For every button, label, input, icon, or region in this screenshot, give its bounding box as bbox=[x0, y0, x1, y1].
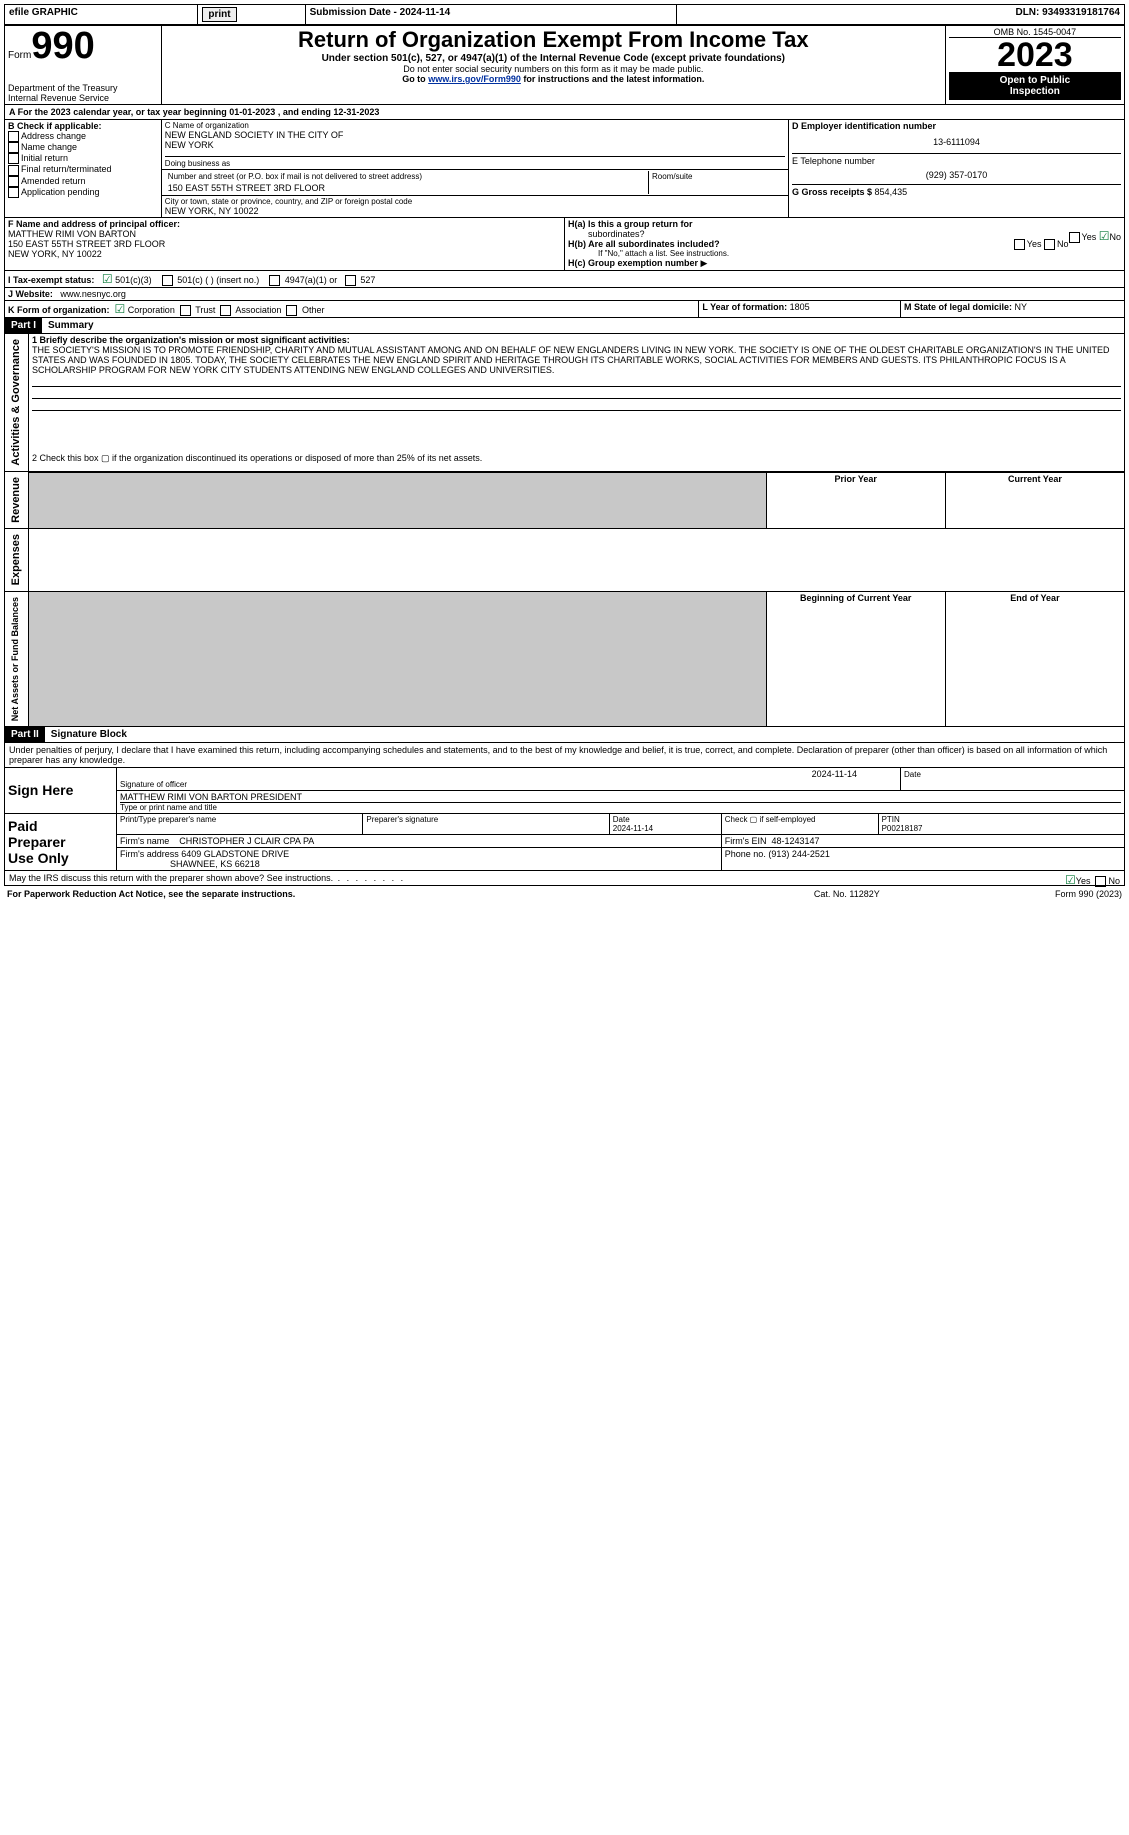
side-revenue: Revenue bbox=[8, 473, 24, 527]
mission-text: THE SOCIETY'S MISSION IS TO PROMOTE FRIE… bbox=[32, 345, 1121, 375]
klm-block: K Form of organization: ☑ Corporation Tr… bbox=[4, 301, 1125, 318]
date-label: Date bbox=[904, 770, 921, 779]
room-label: Room/suite bbox=[649, 171, 785, 182]
hb-line: H(b) Are all subordinates included? Yes … bbox=[568, 239, 1121, 249]
firm-name: CHRISTOPHER J CLAIR CPA PA bbox=[179, 836, 314, 846]
f-label: F Name and address of principal officer: bbox=[8, 219, 561, 229]
ein: 13-6111094 bbox=[792, 131, 1121, 153]
paid-preparer: PaidPreparerUse Only Print/Type preparer… bbox=[4, 814, 1125, 871]
chk-trust[interactable] bbox=[180, 305, 191, 316]
side-expenses: Expenses bbox=[8, 530, 24, 589]
org-name-2: NEW YORK bbox=[165, 140, 785, 150]
chk-other[interactable] bbox=[286, 305, 297, 316]
form-title: Return of Organization Exempt From Incom… bbox=[165, 27, 942, 53]
officer-addr2: NEW YORK, NY 10022 bbox=[8, 249, 561, 259]
line-2: 2 Check this box ▢ if the organization d… bbox=[29, 452, 1125, 472]
year-formed: 1805 bbox=[790, 302, 810, 312]
irs-link[interactable]: www.irs.gov/Form990 bbox=[428, 74, 521, 84]
firm-phone: (913) 244-2521 bbox=[768, 849, 830, 859]
city-label: City or town, state or province, country… bbox=[165, 197, 785, 206]
open-inspection: Open to PublicInspection bbox=[949, 72, 1121, 100]
hb-note: If "No," attach a list. See instructions… bbox=[568, 249, 1121, 258]
firm-ein: 48-1243147 bbox=[772, 836, 820, 846]
street-label: Number and street (or P.O. box if mail i… bbox=[165, 171, 649, 182]
beginning-year-header: Beginning of Current Year bbox=[766, 591, 945, 726]
officer-addr1: 150 EAST 55TH STREET 3RD FLOOR bbox=[8, 239, 561, 249]
chk-corp[interactable]: ☑ bbox=[115, 302, 126, 316]
sign-date-1: 2024-11-14 bbox=[120, 769, 897, 779]
hc-line: H(c) Group exemption number ▶ bbox=[568, 258, 1121, 269]
line-a: A For the 2023 calendar year, or tax yea… bbox=[4, 105, 1125, 120]
print-button[interactable]: print bbox=[198, 5, 305, 25]
form-subtitle-1: Under section 501(c), 527, or 4947(a)(1)… bbox=[165, 53, 942, 64]
sig-officer-label: Signature of officer bbox=[120, 780, 187, 789]
fh-block: F Name and address of principal officer:… bbox=[4, 218, 1125, 271]
type-label: Type or print name and title bbox=[120, 802, 1121, 812]
identity-block: B Check if applicable: Address change Na… bbox=[4, 120, 1125, 218]
b-label: B Check if applicable: bbox=[8, 121, 158, 131]
chk-address[interactable]: Address change bbox=[8, 131, 158, 142]
side-net: Net Assets or Fund Balances bbox=[8, 593, 22, 725]
paid-label: PaidPreparerUse Only bbox=[5, 814, 117, 871]
g-line: G Gross receipts $ 854,435 bbox=[792, 184, 1121, 197]
chk-501c3[interactable]: ☑ bbox=[102, 272, 113, 286]
form-990: 990 bbox=[31, 25, 94, 67]
phone: (929) 357-0170 bbox=[792, 166, 1121, 184]
street: 150 EAST 55TH STREET 3RD FLOOR bbox=[165, 182, 649, 194]
chk-pending[interactable]: Application pending bbox=[8, 187, 158, 198]
mission-label: 1 Briefly describe the organization's mi… bbox=[32, 335, 1121, 345]
dept-treasury: Department of the Treasury bbox=[8, 83, 158, 93]
efile-label: efile GRAPHIC bbox=[5, 5, 198, 25]
chk-name[interactable]: Name change bbox=[8, 142, 158, 153]
footer: For Paperwork Reduction Act Notice, see … bbox=[4, 888, 1125, 900]
officer-sign-name: MATTHEW RIMI VON BARTON PRESIDENT bbox=[120, 792, 1121, 802]
form-word: Form bbox=[8, 50, 31, 61]
dba-label: Doing business as bbox=[165, 156, 785, 168]
side-governance: Activities & Governance bbox=[8, 335, 24, 470]
domicile: NY bbox=[1015, 302, 1028, 312]
website: www.nesnyc.org bbox=[60, 289, 126, 299]
e-label: E Telephone number bbox=[792, 153, 1121, 166]
chk-501c[interactable] bbox=[162, 275, 173, 286]
chk-527[interactable] bbox=[345, 275, 356, 286]
dln: DLN: 93493319181764 bbox=[677, 5, 1125, 25]
discuss-line: May the IRS discuss this return with the… bbox=[4, 871, 1125, 886]
form-subtitle-2: Do not enter social security numbers on … bbox=[165, 64, 942, 74]
part1-header: Part ISummary bbox=[4, 318, 1125, 334]
form-subtitle-3: Go to www.irs.gov/Form990 for instructio… bbox=[165, 74, 942, 84]
header-block: Form990 Department of the Treasury Inter… bbox=[4, 25, 1125, 105]
topbar: efile GRAPHIC print Submission Date - 20… bbox=[4, 4, 1125, 25]
firm-addr1: 6409 GLADSTONE DRIVE bbox=[181, 849, 289, 859]
firm-addr2: SHAWNEE, KS 66218 bbox=[170, 859, 260, 869]
officer-name: MATTHEW RIMI VON BARTON bbox=[8, 229, 561, 239]
sign-block: Sign Here 2024-11-14 Signature of office… bbox=[4, 768, 1125, 814]
chk-assoc[interactable] bbox=[220, 305, 231, 316]
part2-header: Part IISignature Block bbox=[4, 727, 1125, 743]
chk-initial[interactable]: Initial return bbox=[8, 153, 158, 164]
tax-year: 2023 bbox=[949, 38, 1121, 72]
ptin: P00218187 bbox=[882, 824, 923, 833]
end-year-header: End of Year bbox=[945, 591, 1124, 726]
ij-block: I Tax-exempt status: ☑ 501(c)(3) 501(c) … bbox=[4, 271, 1125, 301]
submission-date: Submission Date - 2024-11-14 bbox=[305, 5, 676, 25]
org-name-1: NEW ENGLAND SOCIETY IN THE CITY OF bbox=[165, 130, 785, 140]
sign-here: Sign Here bbox=[5, 768, 117, 814]
perjury: Under penalties of perjury, I declare th… bbox=[4, 743, 1125, 768]
c-name-label: C Name of organization bbox=[165, 121, 785, 130]
current-year-header: Current Year bbox=[945, 472, 1124, 528]
chk-4947[interactable] bbox=[269, 275, 280, 286]
irs: Internal Revenue Service bbox=[8, 93, 158, 103]
chk-amended[interactable]: Amended return bbox=[8, 176, 158, 187]
part1-body: Activities & Governance 1 Briefly descri… bbox=[4, 334, 1125, 472]
chk-final[interactable]: Final return/terminated bbox=[8, 164, 158, 175]
ha-line: H(a) Is this a group return for subordin… bbox=[568, 219, 1121, 239]
city: NEW YORK, NY 10022 bbox=[165, 206, 785, 216]
financials: Revenue Prior Year Current Year Expenses… bbox=[4, 472, 1125, 727]
prior-year-header: Prior Year bbox=[766, 472, 945, 528]
d-label: D Employer identification number bbox=[792, 121, 1121, 131]
